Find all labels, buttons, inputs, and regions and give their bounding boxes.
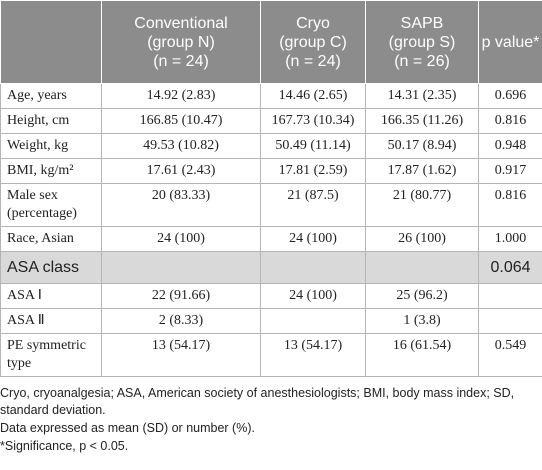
table-cell: 14.92 (2.83): [101, 83, 261, 109]
header-line: Conventional: [134, 14, 228, 32]
table-cell: BMI, kg/m²: [0, 158, 102, 184]
header-row: Conventional (group N) (n = 24) Cryo (group …: [0, 0, 542, 84]
table-cell: 24 (100): [260, 226, 366, 252]
table-row: PE symmetric type 13 (54.17) 13 (54.17) 16 …: [0, 333, 542, 377]
table-cell: Height, cm: [0, 108, 102, 134]
table-cell: 17.81 (2.59): [260, 158, 366, 184]
table-cell: [478, 283, 542, 309]
table-cell: Male sex (percentage): [0, 183, 102, 227]
table-cell: 13 (54.17): [101, 333, 261, 377]
table-cell: 167.73 (10.34): [260, 108, 366, 134]
table-cell: 14.31 (2.35): [365, 83, 479, 109]
footnote: Cryo, cryoanalgesia; ASA, American socie…: [0, 386, 515, 417]
data-table: Conventional (group N) (n = 24) Cryo (group …: [0, 0, 542, 377]
table-cell: 1.000: [478, 226, 542, 252]
table-cell: 0.816: [478, 108, 542, 134]
table-cell: 1 (3.8): [365, 308, 479, 334]
header-line: p value*: [481, 33, 540, 51]
table-cell: 26 (100): [365, 226, 479, 252]
table-cell: 24 (100): [101, 226, 261, 252]
table-cell: 21 (80.77): [365, 183, 479, 227]
table-cell: 0.549: [478, 333, 542, 377]
table-row: Race, Asian 24 (100) 24 (100) 26 (100) 1.000: [0, 226, 542, 252]
table-cell: 25 (96.2): [365, 283, 479, 309]
header-cell: Cryo (group C) (n = 24): [260, 0, 366, 84]
header-line: (n = 26): [394, 52, 450, 70]
table-cell: 16 (61.54): [365, 333, 479, 377]
table-cell: 17.87 (1.62): [365, 158, 479, 184]
header-line: (n = 24): [285, 52, 341, 70]
table-row: ASA Ⅰ 22 (91.66) 24 (100) 25 (96.2): [0, 283, 542, 309]
table-cell: 20 (83.33): [101, 183, 261, 227]
table-cell: 0.696: [478, 83, 542, 109]
table-cell: 0.917: [478, 158, 542, 184]
table-cell: [101, 251, 261, 284]
table-cell: [478, 308, 542, 334]
table-cell: Weight, kg: [0, 133, 102, 159]
table-cell: 0.816: [478, 183, 542, 227]
table-cell: 24 (100): [260, 283, 366, 309]
header-cell: Conventional (group N) (n = 24): [101, 0, 261, 84]
table-row: Weight, kg 49.53 (10.82) 50.49 (11.14) 50.1…: [0, 133, 542, 159]
header-line: (group S): [388, 33, 456, 51]
table-cell: 14.46 (2.65): [260, 83, 366, 109]
table-cell: [260, 251, 366, 284]
table-cell: 0.064: [478, 251, 542, 284]
table-cell: ASA Ⅰ: [0, 283, 102, 309]
table-cell: 13 (54.17): [260, 333, 366, 377]
footnotes: Cryo, cryoanalgesia; ASA, American socie…: [0, 377, 542, 455]
table-cell: 0.948: [478, 133, 542, 159]
header-cell: [0, 0, 102, 84]
table-cell: 49.53 (10.82): [101, 133, 261, 159]
table-cell: Age, years: [0, 83, 102, 109]
table-row: BMI, kg/m² 17.61 (2.43) 17.81 (2.59) 17.87 …: [0, 158, 542, 184]
header-line: (n = 24): [153, 52, 209, 70]
table-cell: PE symmetric type: [0, 333, 102, 377]
header-line: (group C): [279, 33, 347, 51]
table-cell: 166.85 (10.47): [101, 108, 261, 134]
table-cell: 50.49 (11.14): [260, 133, 366, 159]
table-cell: 166.35 (11.26): [365, 108, 479, 134]
table-cell: 21 (87.5): [260, 183, 366, 227]
table-cell: 50.17 (8.94): [365, 133, 479, 159]
table-cell: [260, 308, 366, 334]
table-cell: Race, Asian: [0, 226, 102, 252]
header-cell: p value*: [478, 0, 542, 84]
table-cell: ASA class: [0, 251, 102, 284]
table-cell: 17.61 (2.43): [101, 158, 261, 184]
table-row: ASA class 0.064: [0, 251, 542, 284]
table-cell: 2 (8.33): [101, 308, 261, 334]
footnote: Data expressed as mean (SD) or number (%…: [0, 421, 255, 435]
header-line: Cryo: [296, 14, 330, 32]
table-row: Age, years 14.92 (2.83) 14.46 (2.65) 14.31 …: [0, 83, 542, 109]
footnote: *Significance, p < 0.05.: [0, 439, 129, 453]
table-row: Height, cm 166.85 (10.47) 167.73 (10.34) 16…: [0, 108, 542, 134]
header-line: (group N): [147, 33, 215, 51]
table-cell: 22 (91.66): [101, 283, 261, 309]
header-line: SAPB: [400, 14, 444, 32]
table-cell: [365, 251, 479, 284]
table-cell: ASA Ⅱ: [0, 308, 102, 334]
table-row: Male sex (percentage) 20 (83.33) 21 (87.5)…: [0, 183, 542, 227]
header-cell: SAPB (group S) (n = 26): [365, 0, 479, 84]
